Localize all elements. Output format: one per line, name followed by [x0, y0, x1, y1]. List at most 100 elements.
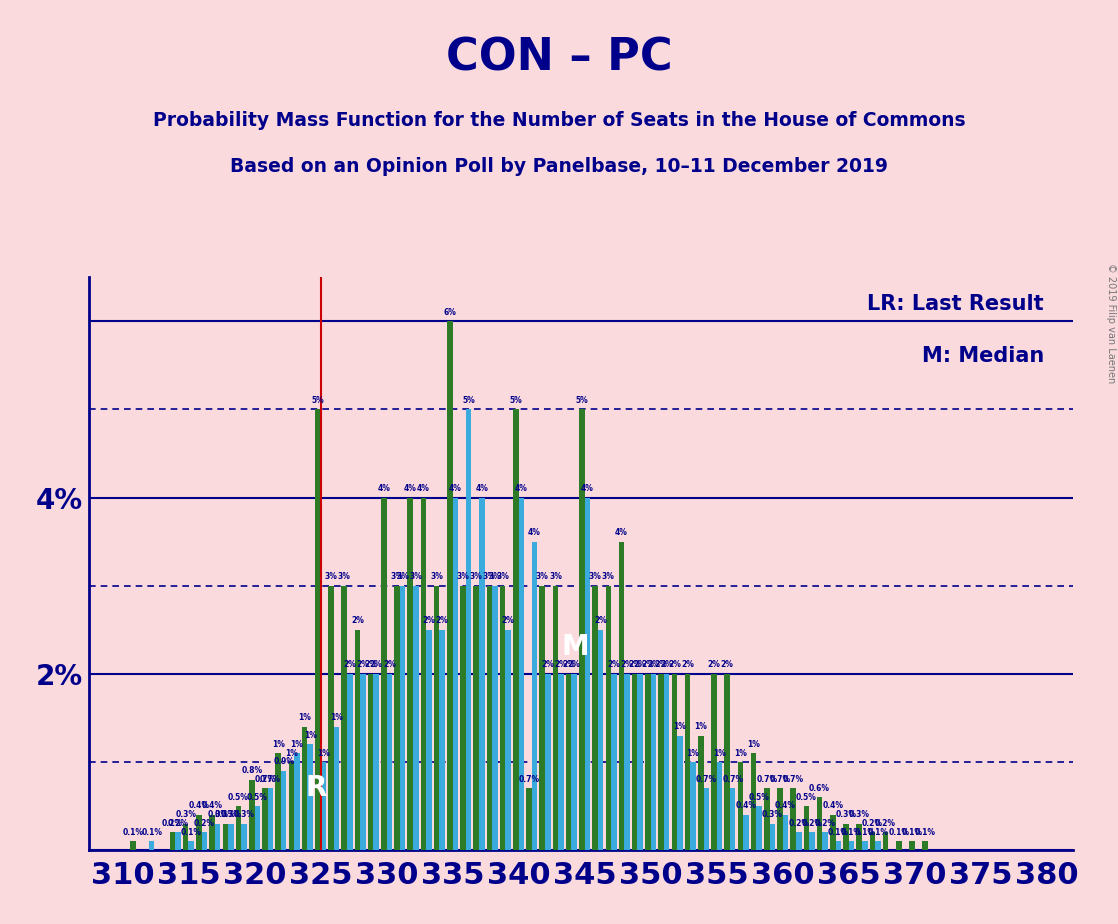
- Bar: [690, 762, 695, 850]
- Bar: [249, 780, 255, 850]
- Text: 2%: 2%: [642, 661, 654, 669]
- Bar: [236, 806, 241, 850]
- Text: 0.4%: 0.4%: [189, 801, 209, 810]
- Text: 0.7%: 0.7%: [519, 775, 540, 784]
- Text: 0.3%: 0.3%: [215, 810, 236, 820]
- Text: 0.3%: 0.3%: [176, 810, 197, 820]
- Bar: [730, 788, 736, 850]
- Bar: [835, 841, 841, 850]
- Bar: [849, 841, 854, 850]
- Bar: [354, 630, 360, 850]
- Bar: [222, 823, 228, 850]
- Text: 0.9%: 0.9%: [273, 758, 294, 766]
- Text: 2%: 2%: [721, 661, 733, 669]
- Text: 0.1%: 0.1%: [122, 828, 143, 837]
- Text: 3%: 3%: [470, 572, 483, 581]
- Bar: [717, 762, 722, 850]
- Text: 3%: 3%: [409, 572, 423, 581]
- Bar: [215, 823, 220, 850]
- Text: 4%: 4%: [449, 484, 462, 493]
- Bar: [624, 674, 629, 850]
- Bar: [196, 815, 201, 850]
- Text: 0.2%: 0.2%: [875, 819, 897, 828]
- Text: 1%: 1%: [304, 731, 316, 740]
- Text: 2%: 2%: [364, 661, 377, 669]
- Bar: [909, 841, 915, 850]
- Text: 0.1%: 0.1%: [889, 828, 909, 837]
- Text: 3%: 3%: [496, 572, 509, 581]
- Bar: [637, 674, 643, 850]
- Bar: [439, 630, 445, 850]
- Text: 2%: 2%: [382, 661, 396, 669]
- Bar: [368, 674, 373, 850]
- Text: 2%: 2%: [343, 661, 357, 669]
- Text: 2%: 2%: [423, 616, 435, 626]
- Text: 0.4%: 0.4%: [201, 801, 222, 810]
- Text: 3%: 3%: [589, 572, 601, 581]
- Text: 5%: 5%: [312, 396, 324, 405]
- Text: 0.5%: 0.5%: [228, 793, 249, 802]
- Text: 0.3%: 0.3%: [220, 810, 241, 820]
- Text: 2%: 2%: [667, 661, 681, 669]
- Bar: [711, 674, 717, 850]
- Bar: [381, 497, 387, 850]
- Text: 3%: 3%: [549, 572, 562, 581]
- Text: 1%: 1%: [291, 740, 303, 748]
- Bar: [329, 586, 334, 850]
- Text: 3%: 3%: [536, 572, 549, 581]
- Bar: [672, 674, 678, 850]
- Text: CON – PC: CON – PC: [446, 37, 672, 80]
- Text: 2%: 2%: [555, 661, 568, 669]
- Bar: [684, 674, 690, 850]
- Text: 0.2%: 0.2%: [815, 819, 835, 828]
- Bar: [486, 586, 492, 850]
- Bar: [307, 745, 313, 850]
- Text: 1%: 1%: [713, 748, 726, 758]
- Text: 4%: 4%: [404, 484, 417, 493]
- Text: 4%: 4%: [581, 484, 594, 493]
- Bar: [288, 762, 294, 850]
- Bar: [664, 674, 670, 850]
- Text: 1%: 1%: [733, 748, 747, 758]
- Text: LR: Last Result: LR: Last Result: [868, 295, 1044, 314]
- Text: 0.1%: 0.1%: [841, 828, 862, 837]
- Bar: [241, 823, 247, 850]
- Text: 2%: 2%: [607, 661, 620, 669]
- Text: 3%: 3%: [324, 572, 338, 581]
- Bar: [743, 815, 749, 850]
- Bar: [447, 322, 453, 850]
- Text: 0.2%: 0.2%: [802, 819, 823, 828]
- Bar: [651, 674, 656, 850]
- Text: 0.7%: 0.7%: [695, 775, 717, 784]
- Text: 0.1%: 0.1%: [901, 828, 922, 837]
- Bar: [698, 736, 703, 850]
- Text: 4%: 4%: [417, 484, 429, 493]
- Bar: [546, 674, 550, 850]
- Text: 0.1%: 0.1%: [181, 828, 201, 837]
- Text: 2%: 2%: [634, 661, 646, 669]
- Bar: [228, 823, 234, 850]
- Text: 0.5%: 0.5%: [796, 793, 817, 802]
- Bar: [130, 841, 135, 850]
- Bar: [883, 833, 889, 850]
- Text: 2%: 2%: [436, 616, 448, 626]
- Bar: [426, 630, 432, 850]
- Text: 6%: 6%: [444, 308, 456, 317]
- Bar: [796, 833, 802, 850]
- Bar: [823, 833, 828, 850]
- Text: 0.7%: 0.7%: [783, 775, 804, 784]
- Text: 0.6%: 0.6%: [809, 784, 830, 793]
- Bar: [315, 409, 321, 850]
- Text: R: R: [306, 774, 328, 802]
- Text: 2%: 2%: [562, 661, 575, 669]
- Bar: [777, 788, 783, 850]
- Text: 0.1%: 0.1%: [915, 828, 936, 837]
- Text: 0.3%: 0.3%: [849, 810, 870, 820]
- Text: 0.3%: 0.3%: [234, 810, 255, 820]
- Text: 2%: 2%: [628, 661, 641, 669]
- Bar: [764, 788, 769, 850]
- Text: 0.3%: 0.3%: [835, 810, 856, 820]
- Bar: [558, 674, 563, 850]
- Bar: [632, 674, 637, 850]
- Text: 1%: 1%: [330, 713, 343, 723]
